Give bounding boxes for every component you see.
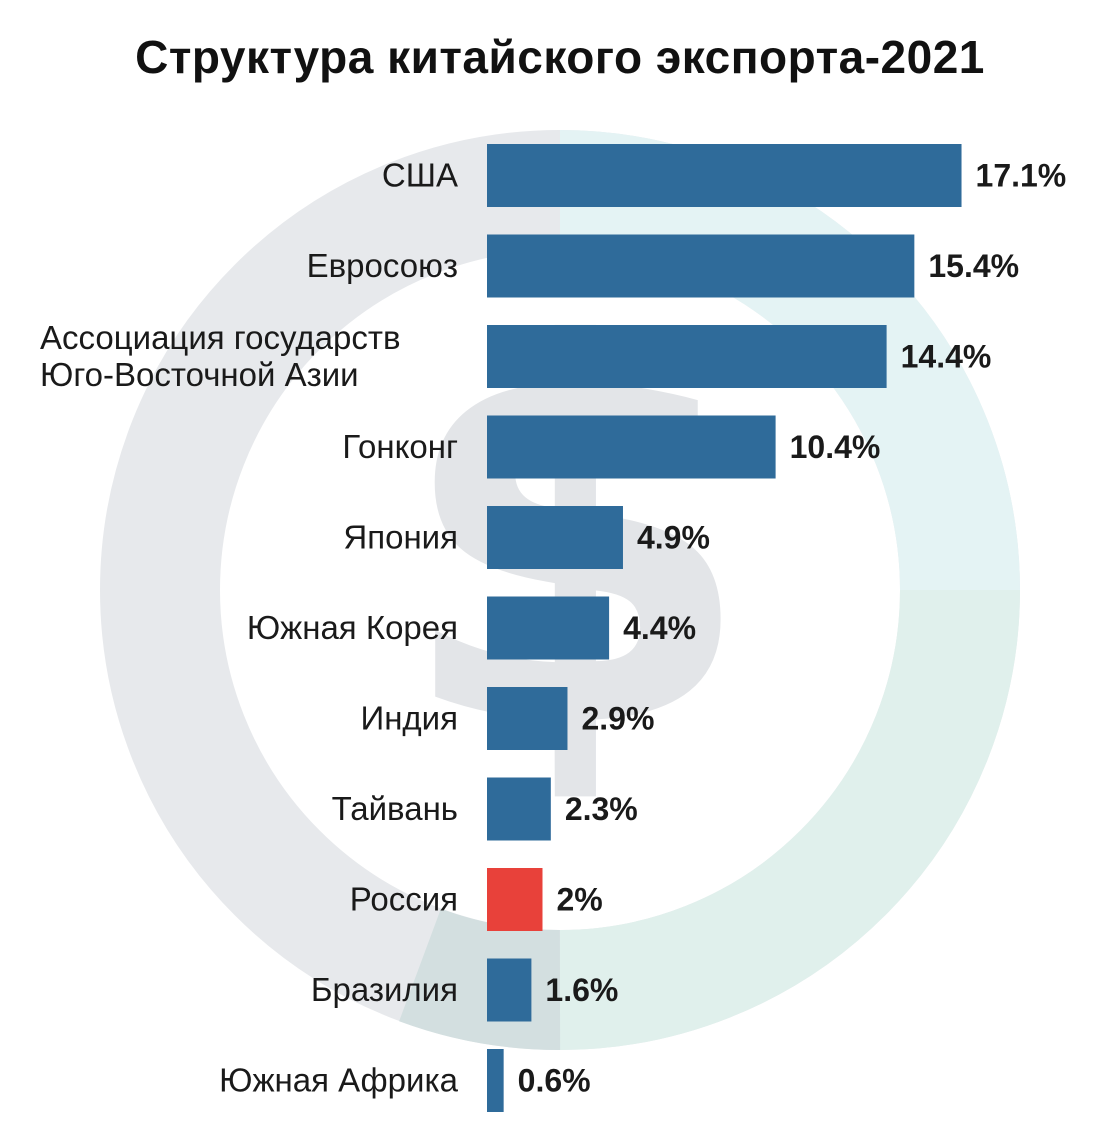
category-label-9: Россия	[350, 881, 458, 918]
bar-8	[487, 777, 551, 841]
value-label-5: 4.9%	[637, 520, 710, 556]
bar-10	[487, 958, 532, 1022]
value-label-1: 17.1%	[976, 158, 1067, 194]
value-label-10: 1.6%	[545, 972, 618, 1008]
value-label-8: 2.3%	[565, 791, 638, 827]
bar-2	[487, 234, 915, 298]
value-label-9: 2%	[557, 882, 603, 918]
bar-6	[487, 596, 610, 660]
bar-5	[487, 506, 623, 569]
category-label-3-line-1: Ассоциация государств	[40, 319, 400, 356]
value-label-2: 15.4%	[928, 248, 1019, 284]
value-label-4: 10.4%	[790, 429, 881, 465]
value-label-3: 14.4%	[901, 339, 992, 375]
value-label-7: 2.9%	[581, 701, 654, 737]
bar-9	[487, 868, 543, 931]
category-label-2: Евросоюз	[307, 247, 458, 284]
bar-1	[487, 144, 962, 207]
category-label-5: Япония	[343, 519, 458, 556]
value-label-11: 0.6%	[518, 1063, 591, 1099]
value-label-6: 4.4%	[623, 610, 696, 646]
bar-4	[487, 415, 776, 479]
category-label-8: Тайвань	[332, 790, 458, 827]
category-label-11: Южная Африка	[219, 1062, 459, 1099]
category-label-4: Гонконг	[342, 428, 458, 465]
category-label-10: Бразилия	[311, 971, 458, 1008]
bar-3	[487, 325, 887, 388]
chart-title: Структура китайского экспорта-2021	[135, 31, 985, 83]
bar-11	[487, 1049, 504, 1112]
category-label-3-line-2: Юго-Восточной Азии	[40, 356, 359, 393]
category-label-6: Южная Корея	[247, 609, 458, 646]
category-label-7: Индия	[360, 700, 458, 737]
bar-7	[487, 687, 568, 750]
category-label-1: США	[382, 157, 458, 194]
